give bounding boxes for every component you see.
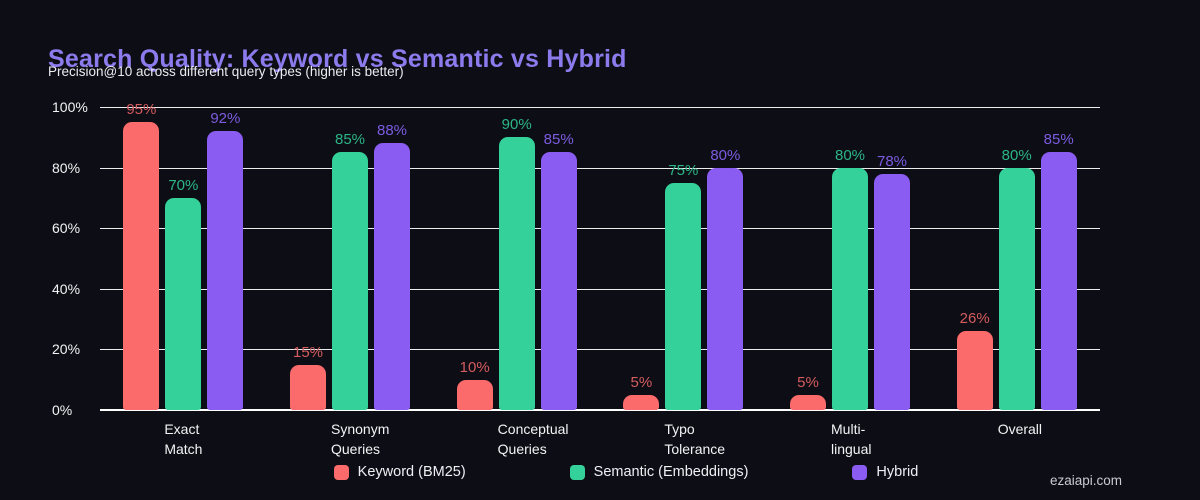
- bar-value-label: 5%: [797, 373, 819, 391]
- bar-value-label: 88%: [376, 122, 408, 140]
- bar-group: 95% 70% 92% Exact Match: [100, 101, 267, 457]
- bar-value-label: 85%: [334, 131, 366, 149]
- bar: 88%: [374, 122, 410, 410]
- gridline: [100, 107, 1100, 108]
- bar-group: 10% 90% 85% Conceptual Queries: [433, 107, 600, 457]
- bar: 26%: [956, 310, 993, 410]
- y-tick-label: 20%: [52, 341, 81, 358]
- legend-item[interactable]: Keyword (BM25): [333, 464, 466, 480]
- bar: 85%: [1040, 131, 1077, 410]
- bar-value-label: 95%: [126, 101, 157, 119]
- bar: 70%: [165, 177, 202, 410]
- x-axis-label: Synonym Queries: [331, 421, 390, 457]
- legend-label: Semantic (Embeddings): [593, 464, 749, 480]
- bar: 80%: [707, 147, 744, 410]
- bar-group: 5% 75% 80% Typo Tolerance: [600, 107, 767, 457]
- gridline: [100, 167, 1100, 169]
- bar-value-label: 15%: [292, 343, 324, 361]
- legend-label: Hybrid: [876, 464, 919, 480]
- bar-groups: 95% 70% 92% Exact Match 15% 85% 88% Synonym Que…: [100, 101, 1100, 457]
- bar-value-label: 78%: [877, 152, 908, 170]
- y-tick-label: 60%: [52, 220, 81, 237]
- bar-value-label: 26%: [959, 310, 990, 328]
- bar-value-label: 10%: [459, 358, 490, 376]
- bar: 5%: [790, 374, 827, 410]
- bar-value-label: 70%: [168, 176, 199, 194]
- gridline: [100, 228, 1100, 230]
- bar-group: 26% 80% 85% Overall: [933, 107, 1100, 437]
- bar-value-label: 5%: [630, 373, 653, 391]
- bar-value-label: 80%: [835, 146, 866, 164]
- bar: 78%: [874, 153, 911, 410]
- legend-swatch-icon: [852, 464, 868, 480]
- legend-item[interactable]: Semantic (Embeddings): [569, 464, 749, 480]
- bar: 75%: [665, 162, 702, 410]
- gridline: [100, 349, 1100, 351]
- bar: 90%: [498, 116, 535, 410]
- gridline: [100, 288, 1100, 290]
- bar: 85%: [540, 131, 577, 410]
- y-tick-label: 80%: [52, 159, 81, 176]
- bar: 80%: [832, 147, 869, 410]
- plot-area: 95% 70% 92% Exact Match 15% 85% 88% Synonym Que…: [100, 101, 1100, 457]
- bar: 15%: [290, 344, 326, 410]
- legend-swatch-icon: [333, 464, 349, 480]
- legend-label: Keyword (BM25): [357, 464, 466, 480]
- bar-group: 15% 85% 88% Synonym Queries: [267, 107, 434, 457]
- bar: 95%: [123, 101, 160, 410]
- x-axis-label: Conceptual Queries: [497, 421, 569, 457]
- bar: 85%: [332, 131, 368, 410]
- bar: 92%: [207, 110, 244, 410]
- y-tick-label: 40%: [52, 280, 81, 297]
- bar-value-label: 85%: [543, 131, 574, 149]
- bar-value-label: 80%: [710, 146, 741, 164]
- chart-title: Search Quality: Keyword vs Semantic vs H…: [48, 44, 627, 73]
- x-axis-label: Typo Tolerance: [664, 421, 726, 457]
- x-axis-label: Exact Match: [164, 421, 203, 457]
- y-tick-label: 0%: [52, 402, 73, 418]
- legend-swatch-icon: [569, 464, 585, 480]
- x-axis-label: Multi- lingual: [831, 421, 872, 457]
- watermark: ezaiapi.com: [1049, 473, 1122, 488]
- bar-value-label: 90%: [501, 116, 532, 134]
- bar-value-label: 80%: [1001, 146, 1032, 164]
- legend: Keyword (BM25) Semantic (Embeddings) Hybri…: [26, 464, 1200, 480]
- bar-group: 5% 80% 78% Multi- lingual: [767, 107, 934, 457]
- legend-item[interactable]: Hybrid: [852, 464, 918, 480]
- bar: 5%: [623, 374, 660, 410]
- bar-value-label: 92%: [210, 110, 241, 128]
- gridline: [100, 409, 1100, 411]
- bar: 10%: [456, 359, 493, 410]
- x-axis-label: Overall: [997, 421, 1043, 437]
- y-tick-label: 100%: [52, 99, 88, 115]
- bar: 80%: [998, 147, 1035, 410]
- bar-value-label: 85%: [1043, 131, 1074, 149]
- y-axis: 0% 20% 40% 60% 80% 100%: [52, 99, 98, 418]
- bar-value-label: 75%: [668, 161, 699, 179]
- chart-subtitle: Precision@10 across different query type…: [48, 64, 404, 79]
